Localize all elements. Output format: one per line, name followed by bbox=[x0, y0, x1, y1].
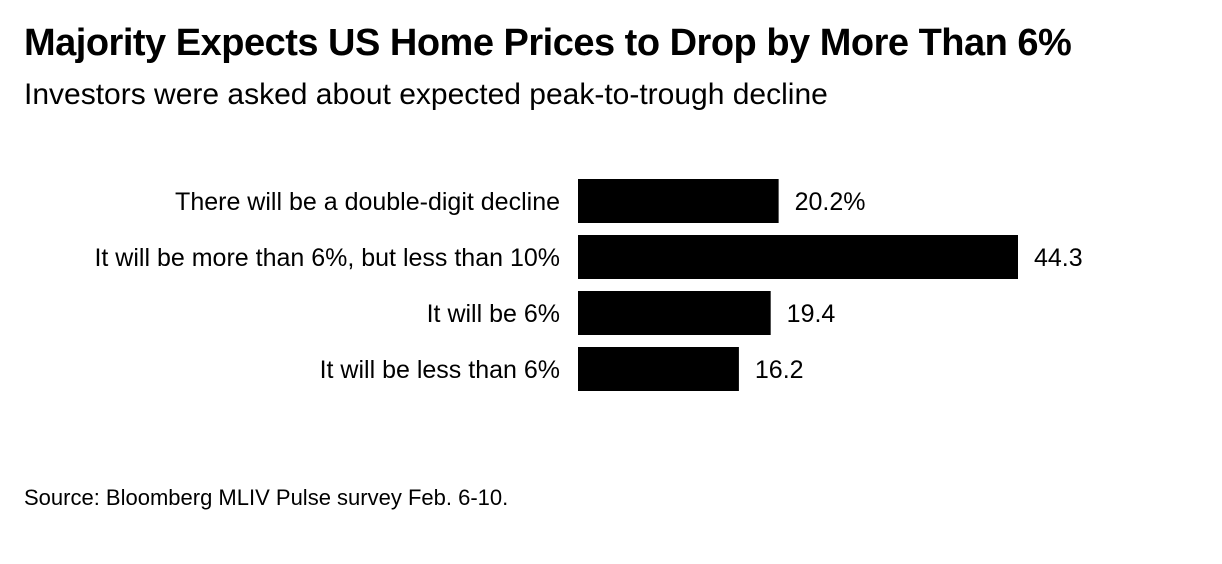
bar bbox=[578, 179, 779, 223]
bar bbox=[578, 347, 739, 391]
value-label: 16.2 bbox=[755, 356, 804, 384]
bar bbox=[578, 291, 771, 335]
bar-chart: There will be a double-digit decline 20.2… bbox=[94, 179, 1083, 391]
category-label: It will be more than 6%, but less than 1… bbox=[94, 244, 560, 272]
category-label: It will be 6% bbox=[427, 300, 560, 328]
value-label: 19.4 bbox=[787, 300, 836, 328]
value-label: 20.2% bbox=[795, 188, 866, 216]
source-note: Source: Bloomberg MLIV Pulse survey Feb.… bbox=[24, 485, 509, 510]
value-label: 44.3 bbox=[1034, 244, 1083, 272]
chart-title: Majority Expects US Home Prices to Drop … bbox=[24, 22, 1072, 64]
bar bbox=[578, 235, 1018, 279]
chart-subtitle: Investors were asked about expected peak… bbox=[24, 78, 828, 111]
category-label: It will be less than 6% bbox=[320, 356, 560, 384]
category-label: There will be a double-digit decline bbox=[175, 188, 560, 216]
